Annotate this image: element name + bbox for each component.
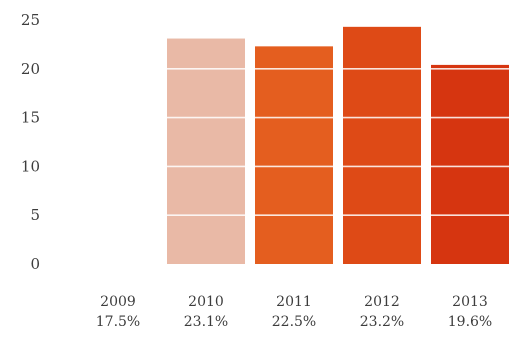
x-category-label: 2011	[276, 294, 312, 310]
x-percent-label: 19.6%	[448, 314, 492, 330]
y-axis-ticks: 0 5 10 15 20 25	[21, 11, 40, 273]
bar-gridlines	[167, 68, 509, 216]
x-axis-labels: 2009 17.5% 2010 23.1% 2011 22.5% 2012 23.2% 2013…	[96, 294, 492, 330]
y-tick-label: 15	[21, 109, 40, 127]
x-category-label: 2013	[452, 294, 488, 310]
y-tick-label: 10	[21, 157, 40, 175]
bar-2011	[255, 46, 333, 264]
bar-2013	[431, 64, 509, 265]
x-category-label: 2009	[100, 294, 136, 310]
bar-2012	[343, 26, 421, 264]
x-category-label: 2012	[364, 294, 400, 310]
x-category-label: 2010	[188, 294, 224, 310]
x-percent-label: 23.1%	[184, 314, 228, 330]
x-percent-label: 23.2%	[360, 314, 404, 330]
x-percent-label: 22.5%	[272, 314, 316, 330]
y-tick-label: 20	[21, 60, 40, 78]
bars	[167, 26, 509, 265]
y-tick-label: 0	[30, 255, 40, 273]
bar-2010	[167, 38, 245, 264]
y-tick-label: 25	[21, 11, 40, 29]
y-tick-label: 5	[30, 206, 40, 224]
x-percent-label: 17.5%	[96, 314, 140, 330]
